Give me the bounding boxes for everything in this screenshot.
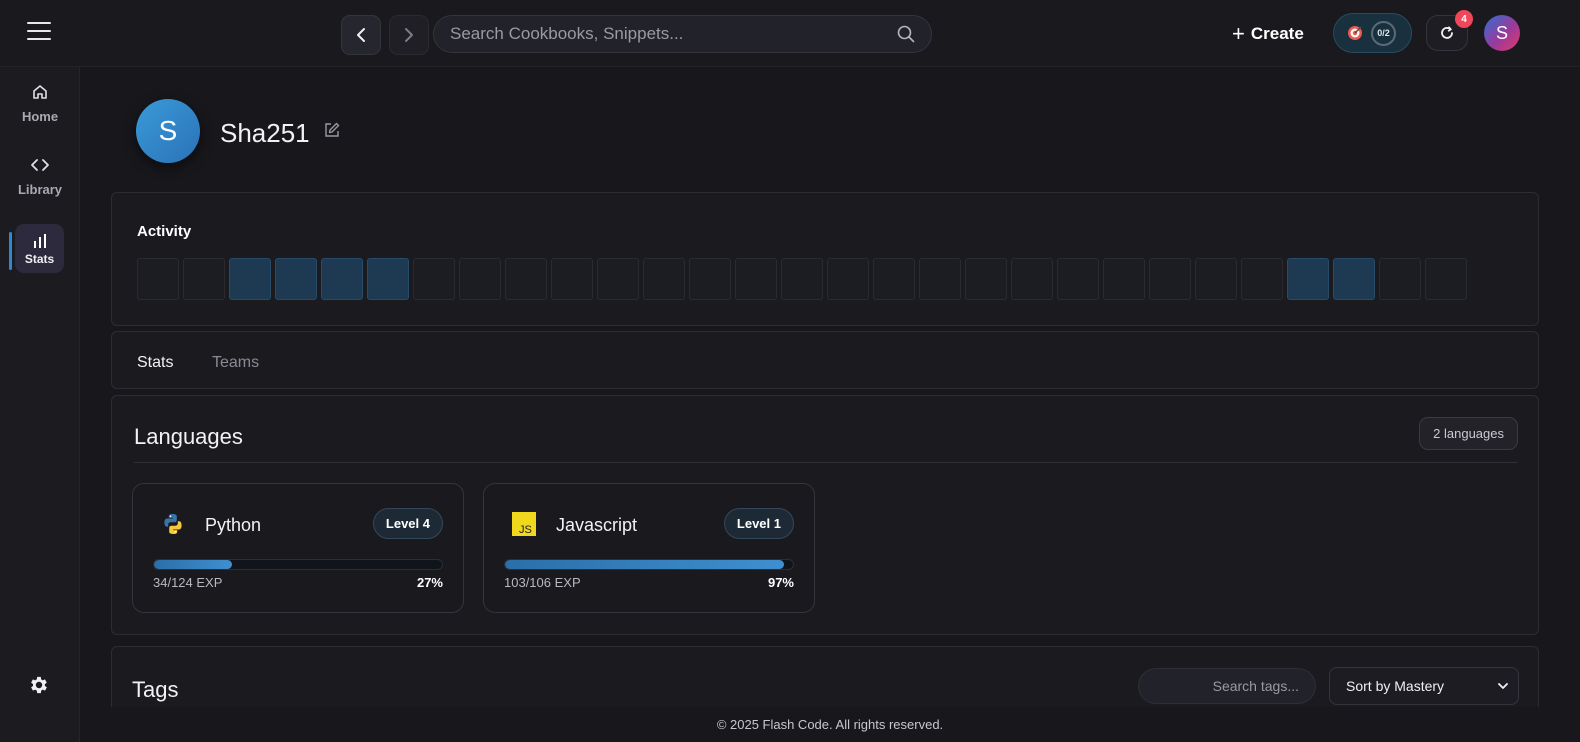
activity-cell bbox=[1241, 258, 1283, 300]
activity-cell bbox=[413, 258, 455, 300]
activity-cell bbox=[1333, 258, 1375, 300]
tags-search bbox=[1138, 668, 1316, 704]
sidebar-item-label: Library bbox=[17, 182, 63, 197]
activity-cell bbox=[965, 258, 1007, 300]
activity-cell bbox=[919, 258, 961, 300]
goal-progress: 0/2 bbox=[1371, 20, 1396, 46]
exp-text: 103/106 EXP bbox=[504, 575, 581, 590]
activity-cell bbox=[1057, 258, 1099, 300]
main-content: S Sha251 Activity Stats Teams Languages … bbox=[80, 67, 1580, 742]
activity-grid bbox=[137, 258, 1467, 300]
activity-cell bbox=[275, 258, 317, 300]
language-name: Python bbox=[205, 515, 262, 535]
percent-text: 27% bbox=[416, 575, 443, 590]
languages-title: Languages bbox=[134, 424, 243, 449]
profile-username: Sha251 bbox=[220, 118, 310, 148]
sidebar-item-stats[interactable]: Stats bbox=[15, 224, 64, 273]
sidebar-item-label: Stats bbox=[24, 251, 55, 266]
sidebar-item-home[interactable]: Home bbox=[0, 81, 80, 124]
global-search bbox=[433, 15, 932, 53]
activity-card: Activity bbox=[111, 192, 1539, 326]
active-indicator bbox=[9, 232, 12, 270]
progress-fill bbox=[154, 560, 232, 569]
sidebar: Home Library Stats bbox=[0, 67, 80, 742]
percent-text: 97% bbox=[767, 575, 794, 590]
refresh-icon bbox=[1441, 26, 1453, 39]
activity-cell bbox=[781, 258, 823, 300]
activity-cell bbox=[689, 258, 731, 300]
home-icon bbox=[31, 81, 49, 103]
notification-badge: 4 bbox=[1455, 10, 1473, 28]
progress-fill bbox=[505, 560, 785, 569]
level-badge: Level 4 bbox=[372, 508, 443, 539]
chevron-down-icon bbox=[1498, 683, 1508, 689]
activity-cell bbox=[735, 258, 777, 300]
activity-cell bbox=[597, 258, 639, 300]
back-button[interactable] bbox=[341, 15, 381, 55]
activity-cell bbox=[1011, 258, 1053, 300]
user-avatar[interactable]: S bbox=[1484, 15, 1520, 51]
tab-stats[interactable]: Stats bbox=[137, 354, 174, 371]
hamburger-menu-icon[interactable] bbox=[27, 22, 51, 42]
search-icon[interactable] bbox=[897, 25, 915, 43]
sort-select[interactable]: Sort by Mastery bbox=[1329, 667, 1519, 705]
tab-teams[interactable]: Teams bbox=[212, 354, 260, 371]
sort-select-value: Sort by Mastery bbox=[1346, 678, 1445, 694]
tags-title: Tags bbox=[132, 677, 179, 702]
activity-cell bbox=[873, 258, 915, 300]
progress-bar bbox=[153, 559, 443, 570]
create-button[interactable]: + Create bbox=[1232, 20, 1304, 48]
plus-icon: + bbox=[1232, 21, 1245, 46]
sidebar-item-label: Home bbox=[21, 109, 59, 124]
create-label: Create bbox=[1250, 24, 1304, 43]
activity-cell bbox=[551, 258, 593, 300]
edit-icon[interactable] bbox=[324, 122, 340, 138]
gear-icon[interactable] bbox=[28, 674, 50, 696]
activity-cell bbox=[1425, 258, 1467, 300]
activity-title: Activity bbox=[137, 223, 192, 240]
activity-cell bbox=[505, 258, 547, 300]
activity-cell bbox=[1379, 258, 1421, 300]
svg-text:JS: JS bbox=[519, 524, 532, 536]
language-card-python[interactable]: Python Level 4 34/124 EXP 27% bbox=[132, 483, 464, 613]
footer-text: © 2025 Flash Code. All rights reserved. bbox=[716, 717, 944, 732]
top-bar: + Create 0/2 4 S bbox=[0, 0, 1580, 67]
python-icon bbox=[164, 514, 182, 534]
profile-tabs: Stats Teams bbox=[111, 331, 1539, 389]
footer: © 2025 Flash Code. All rights reserved. bbox=[80, 707, 1580, 742]
language-card-javascript[interactable]: JS Javascript Level 1 103/106 EXP 97% bbox=[483, 483, 815, 613]
activity-cell bbox=[183, 258, 225, 300]
activity-cell bbox=[827, 258, 869, 300]
progress-bar bbox=[504, 559, 794, 570]
bar-chart-icon bbox=[33, 232, 47, 250]
chevron-right-icon bbox=[405, 28, 413, 42]
global-search-input[interactable] bbox=[434, 16, 874, 52]
activity-cell bbox=[229, 258, 271, 300]
exp-text: 34/124 EXP bbox=[153, 575, 223, 590]
activity-cell bbox=[321, 258, 363, 300]
activity-cell bbox=[137, 258, 179, 300]
activity-cell bbox=[459, 258, 501, 300]
daily-goal-button[interactable]: 0/2 bbox=[1333, 13, 1412, 53]
activity-cell bbox=[1195, 258, 1237, 300]
activity-cell bbox=[1103, 258, 1145, 300]
sidebar-item-library[interactable]: Library bbox=[0, 154, 80, 197]
activity-cell bbox=[367, 258, 409, 300]
level-badge: Level 1 bbox=[723, 508, 794, 539]
chevron-left-icon bbox=[357, 28, 365, 42]
profile-avatar: S bbox=[136, 99, 200, 163]
divider bbox=[134, 462, 1518, 463]
tags-search-input[interactable] bbox=[1139, 669, 1315, 703]
code-icon bbox=[30, 154, 50, 176]
languages-card: Languages 2 languages Python Level 4 34/… bbox=[111, 395, 1539, 635]
language-name: Javascript bbox=[556, 515, 638, 535]
forward-button[interactable] bbox=[389, 15, 429, 55]
activity-cell bbox=[1287, 258, 1329, 300]
target-icon bbox=[1348, 26, 1362, 40]
activity-cell bbox=[1149, 258, 1191, 300]
activity-cell bbox=[643, 258, 685, 300]
languages-count-badge: 2 languages bbox=[1419, 417, 1518, 450]
javascript-icon: JS bbox=[512, 512, 536, 536]
